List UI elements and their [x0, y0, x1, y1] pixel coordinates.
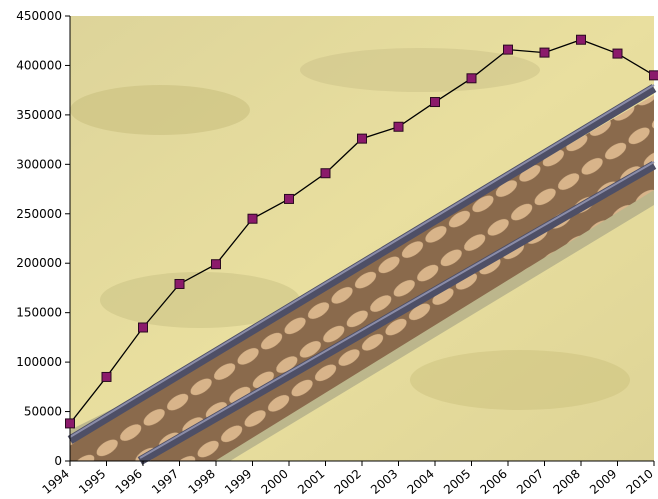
data-point-marker: [284, 193, 294, 204]
y-tick-label: 200000: [16, 256, 62, 270]
data-point-marker: [503, 44, 513, 55]
railway-illustration: [67, 84, 657, 465]
track-bed: [70, 95, 654, 461]
data-point-marker: [320, 168, 331, 179]
x-tick-label: 2009: [587, 467, 619, 497]
x-tick-label: 1998: [186, 467, 218, 497]
data-point-marker: [211, 259, 221, 270]
x-tick-label: 1999: [222, 467, 254, 497]
data-point-marker: [576, 34, 586, 45]
data-point-marker: [357, 133, 367, 144]
data-point-marker: [247, 213, 258, 224]
x-tick-label: 1996: [113, 467, 145, 497]
grass-patch: [70, 85, 250, 135]
y-tick-label: 100000: [16, 355, 62, 369]
data-point-marker: [174, 278, 185, 289]
rail-top-highlight: [69, 84, 655, 438]
data-point-marker: [612, 48, 623, 59]
grass-patch: [410, 350, 630, 410]
y-tick-label: 300000: [16, 157, 62, 171]
x-tick-label: 2005: [441, 467, 473, 497]
data-point-marker: [539, 47, 550, 58]
data-point-marker: [649, 70, 658, 81]
rail-top: [67, 84, 657, 444]
y-tick-label: 150000: [16, 306, 62, 320]
data-point-marker: [65, 418, 75, 429]
y-tick-label: 250000: [16, 207, 62, 221]
y-tick-label: 50000: [24, 405, 62, 419]
y-tick-label: 0: [54, 454, 62, 468]
y-tick-label: 450000: [16, 9, 62, 23]
x-tick-label: 2002: [332, 467, 364, 497]
x-tick-label: 1994: [40, 467, 72, 497]
x-tick-label: 2006: [478, 467, 510, 497]
x-tick-label: 2004: [405, 467, 437, 497]
data-point-marker: [138, 322, 148, 333]
rail-bottom: [137, 161, 657, 465]
x-tick-label: 2000: [259, 467, 291, 497]
x-axis-ticks: 1994 1995 1996 1997 1998 1999 2000 2001 2002 2003…: [40, 461, 656, 497]
rail-bottom-highlight: [139, 161, 655, 459]
series-line-group: [65, 34, 658, 429]
data-point-marker: [101, 371, 112, 382]
y-axis-ticks: 0 50000 100000 150000 200000 250000 300000 3500…: [16, 9, 70, 468]
data-point-marker: [430, 97, 440, 108]
y-tick-label: 400000: [16, 58, 62, 72]
x-tick-label: 2007: [514, 467, 546, 497]
x-tick-label: 1997: [149, 467, 181, 497]
x-tick-label: 2001: [295, 467, 327, 497]
data-point-marker: [466, 73, 477, 84]
plot-area: [67, 16, 657, 465]
y-tick-label: 350000: [16, 108, 62, 122]
x-tick-label: 2010: [624, 467, 656, 497]
data-point-marker: [393, 121, 404, 132]
x-tick-label: 2003: [368, 467, 400, 497]
x-tick-label: 2008: [551, 467, 583, 497]
grass-patch: [300, 48, 540, 92]
x-tick-label: 1995: [76, 467, 108, 497]
grass-patch: [100, 272, 300, 328]
